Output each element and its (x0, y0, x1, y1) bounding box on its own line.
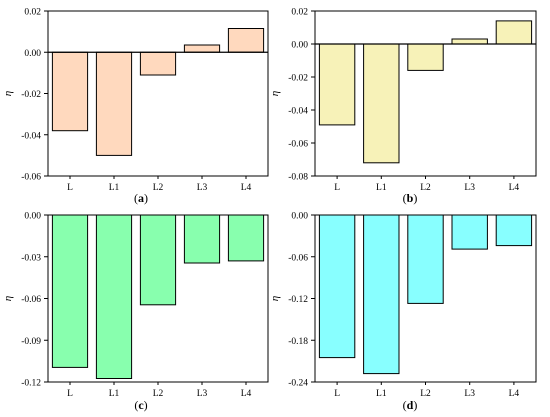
bar-L (51, 214, 89, 368)
x-tick-label: L4 (509, 389, 520, 399)
y-tick-label: -0.03 (21, 253, 41, 263)
bar-L3 (183, 44, 221, 53)
bar-L1 (95, 214, 133, 379)
y-axis-label: η (269, 91, 281, 96)
bar-L1 (95, 51, 133, 156)
bar-L4 (227, 214, 265, 262)
bar-L4 (495, 20, 533, 45)
bar-L1 (363, 214, 400, 375)
panel-caption: (d) (403, 398, 418, 412)
bar-L (318, 214, 356, 359)
y-tick-label: -0.18 (288, 337, 308, 347)
y-tick-label: 0.00 (291, 212, 308, 222)
y-axis-label: η (2, 91, 14, 96)
x-tick-label: L (67, 183, 73, 193)
bar-L4 (495, 214, 533, 247)
y-tick-label: -0.12 (21, 379, 41, 389)
x-tick-label: L2 (420, 389, 431, 399)
x-tick-label: L3 (197, 183, 208, 193)
x-tick-label: L1 (109, 389, 120, 399)
y-tick-label: -0.04 (21, 131, 41, 141)
bar-L2 (407, 43, 444, 71)
x-tick-label: L3 (197, 389, 208, 399)
chart-panel-c: 0.00 -0.03 -0.06 -0.09 -0.12 L L1 L2 L3 L4 η (c) (2, 212, 269, 412)
y-tick-label: -0.24 (288, 379, 308, 389)
x-tick-label: L (334, 183, 340, 193)
x-tick-label: L4 (241, 389, 252, 399)
x-tick-label: L1 (109, 183, 120, 193)
x-tick-label: L4 (509, 183, 520, 193)
bar-L2 (407, 214, 444, 304)
y-tick-label: -0.02 (21, 90, 41, 100)
x-tick-label: L3 (464, 183, 475, 193)
bar-L4 (227, 28, 265, 53)
y-tick-label: 0.00 (24, 212, 41, 222)
bar-L1 (363, 43, 400, 164)
x-tick-label: L (334, 389, 340, 399)
y-tick-label: -0.09 (21, 337, 41, 347)
y-axis-label: η (269, 296, 281, 301)
y-tick-label: -0.04 (288, 107, 308, 117)
x-tick-label: L3 (464, 389, 475, 399)
y-tick-label: 0.02 (24, 8, 41, 18)
y-axis-label: η (2, 296, 14, 301)
y-tick-label: 0.00 (291, 41, 308, 51)
y-tick-label: -0.06 (288, 140, 308, 150)
chart-panel-d: 0.00 -0.06 -0.12 -0.18 -0.24 L L1 L2 L3 L4 η (d) (269, 212, 537, 412)
x-tick-label: L2 (153, 183, 164, 193)
bar-L3 (183, 214, 221, 264)
chart-panel-a: 0.02 0.00 -0.02 -0.04 -0.06 L L1 L2 L3 L4 η (a) (2, 8, 269, 205)
panel-caption: (b) (403, 191, 418, 205)
bar-L (51, 51, 89, 132)
x-tick-label: L (67, 389, 73, 399)
x-tick-label: L4 (241, 183, 252, 193)
bar-L (318, 43, 356, 126)
y-tick-label: 0.02 (291, 8, 308, 18)
bar-L3 (451, 214, 488, 250)
y-tick-label: -0.06 (21, 173, 41, 183)
chart-panel-b: 0.02 0.00 -0.02 -0.04 -0.06 -0.08 L L1 L2 L3 L4 η (b… (269, 8, 537, 205)
y-tick-label: -0.06 (288, 253, 308, 263)
y-tick-label: -0.12 (288, 295, 308, 305)
y-tick-label: -0.08 (288, 173, 308, 183)
x-tick-label: L2 (420, 183, 431, 193)
x-tick-label: L2 (153, 389, 164, 399)
bar-L2 (139, 214, 177, 306)
y-tick-label: -0.06 (21, 295, 41, 305)
x-tick-label: L1 (376, 183, 387, 193)
panel-caption: (a) (134, 191, 148, 205)
y-tick-label: 0.00 (24, 49, 41, 59)
bar-L2 (139, 51, 177, 76)
panel-caption: (c) (134, 398, 147, 412)
x-tick-label: L1 (376, 389, 387, 399)
y-tick-label: -0.02 (288, 74, 308, 84)
bar-L3 (451, 38, 488, 45)
